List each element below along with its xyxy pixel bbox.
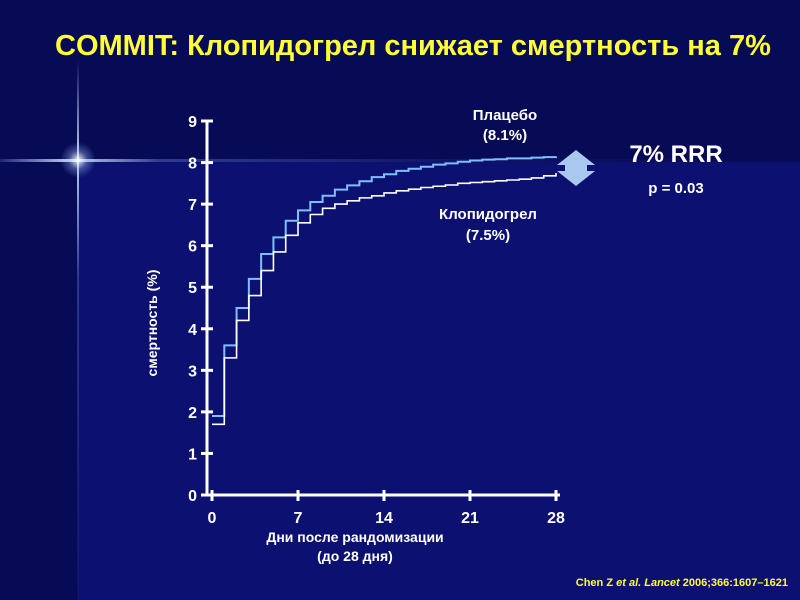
clopidogrel-label: Клопидогрел [439, 206, 537, 223]
y-tick-label: 7 [188, 197, 197, 214]
y-axis-label: смертность (%) [144, 270, 160, 377]
slide-title: COMMIT: Клопидогрел снижает смертность н… [55, 30, 771, 62]
y-tick-label: 0 [188, 488, 197, 505]
y-tick-label: 1 [188, 446, 197, 463]
p-value-label: p = 0.03 [648, 180, 703, 197]
x-axis-label-range: (до 28 дня) [317, 548, 393, 564]
citation-etal: et al. [616, 577, 642, 589]
y-tick-label: 5 [188, 280, 197, 297]
y-tick-label: 3 [188, 363, 197, 380]
y-tick-label: 8 [188, 156, 197, 173]
x-tick-label: 28 [547, 510, 565, 527]
placebo-label: Плацебо [473, 107, 537, 124]
rrr-label: 7% RRR [629, 141, 722, 168]
chart-curves [212, 156, 557, 426]
chart-annotations: Плацебо (8.1%) Клопидогрел (7.5%) 7% RRR… [144, 107, 723, 564]
x-axis-label: Дни после рандомизации [266, 529, 443, 545]
decorative-glow-line-horizontal [0, 159, 800, 162]
y-tick-label: 9 [188, 114, 197, 131]
x-tick-label: 21 [461, 510, 479, 527]
placebo-rate-label: (8.1%) [483, 127, 527, 144]
citation-journal: Lancet [644, 577, 680, 589]
citation: Chen Z et al. Lancet 2006;366:1607–1621 [576, 577, 788, 589]
y-tick-label: 2 [188, 405, 197, 422]
clopidogrel-rate-label: (7.5%) [466, 227, 510, 244]
x-tick-label: 0 [208, 510, 217, 527]
y-tick-label: 4 [188, 322, 197, 339]
decorative-glow-line-vertical [77, 60, 79, 600]
y-tick-label: 6 [188, 239, 197, 256]
x-tick-label: 14 [375, 510, 393, 527]
double-arrow-icon [557, 150, 595, 186]
x-tick-label: 7 [294, 510, 303, 527]
decorative-star-flare [60, 142, 96, 178]
citation-authors: Chen Z [575, 577, 614, 589]
series-line-clopidogrel [212, 172, 557, 426]
background-top-band [0, 0, 800, 162]
chart-axes: 0 1 2 3 4 5 6 7 8 9 0 7 14 21 28 [188, 114, 565, 527]
citation-ref: 2006;366:1607–1621 [682, 577, 788, 589]
